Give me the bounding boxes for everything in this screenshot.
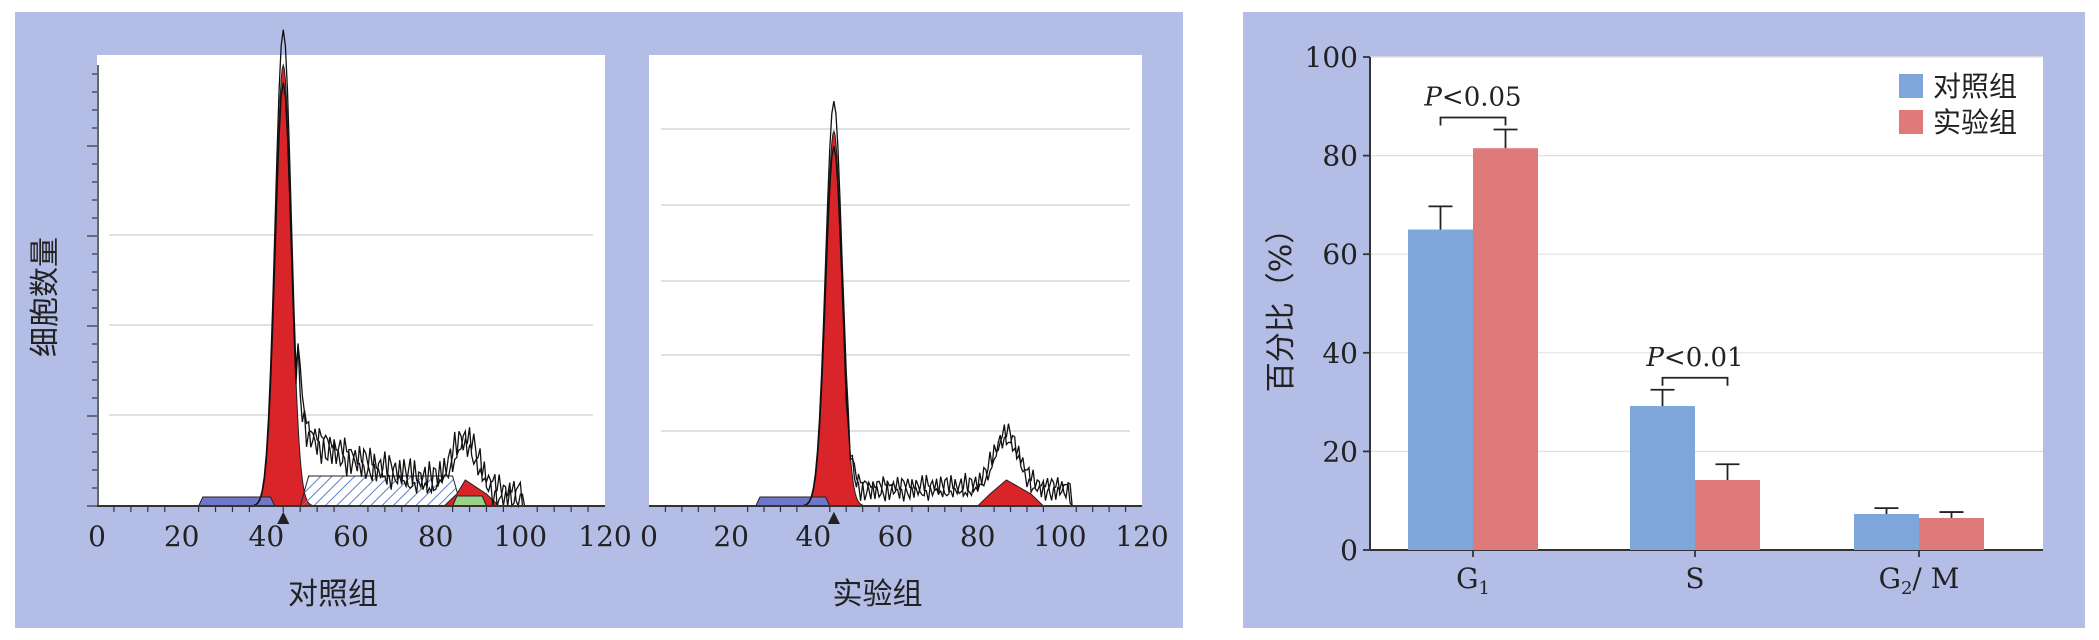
x-tick-label: 60 (878, 520, 914, 553)
panel-label: 对照组 (288, 577, 378, 612)
histogram-experiment: 0 20 40 60 80 100 120 ▲ 实验组 (640, 55, 1169, 612)
x-tick-label: 80 (960, 520, 996, 553)
bar-s-control (1630, 406, 1695, 550)
bar-g2m-experiment (1919, 517, 1984, 550)
legend-label: 实验组 (1933, 106, 2017, 139)
significance-bracket (1439, 116, 1507, 126)
g2-green-fill (451, 495, 488, 507)
bar-chart: 0 20 40 60 80 100 百分比（%） G1 S G2/ M P<0.05 P<0.01 对照… (1264, 41, 2043, 599)
debris-fill (197, 496, 276, 507)
x-tick-label: S (1685, 562, 1704, 595)
x-tick-label: 40 (249, 520, 285, 553)
legend-swatch (1899, 110, 1923, 134)
bar-g1-control (1408, 229, 1473, 551)
x-tick-label: 40 (796, 520, 832, 553)
y-tick-label: 0 (1340, 534, 1358, 567)
x-tick-label: G1 (1456, 562, 1490, 599)
peak-marker: ▲ (828, 507, 841, 526)
y-tick-label: 100 (1305, 41, 1358, 74)
x-tick-label: 20 (164, 520, 200, 553)
significance-label: P<0.05 (1423, 82, 1521, 112)
bar-g1-experiment (1473, 148, 1538, 550)
y-tick-label: 80 (1322, 140, 1358, 173)
bar-chart-panel: 0 20 40 60 80 100 百分比（%） G1 S G2/ M P<0.05 P<0.01 对照… (1243, 12, 2085, 628)
significance-bracket (1661, 376, 1729, 386)
bar-s-experiment (1695, 479, 1760, 550)
bar-g2m-control (1854, 514, 1919, 550)
peak-marker: ▲ (277, 507, 290, 526)
y-axis-label: 百分比（%） (1264, 214, 1299, 393)
x-tick-label: 20 (713, 520, 749, 553)
significance-label: P<0.01 (1645, 343, 1743, 373)
x-tick-label: 0 (88, 520, 106, 553)
histogram-y-label: 细胞数量 (28, 237, 63, 357)
x-tick-label: 120 (1115, 520, 1168, 553)
x-tick-label: 120 (578, 520, 631, 553)
histogram-figure: 细胞数量 0 20 40 60 80 100 120 ▲ 对照组 0 20 40 60 80 100 120 ▲… (28, 29, 1169, 612)
histogram-panel: 细胞数量 0 20 40 60 80 100 120 ▲ 对照组 0 20 40 60 80 100 120 ▲… (15, 12, 1183, 628)
x-tick-label: 80 (418, 520, 454, 553)
x-tick-label: G2/ M (1879, 562, 1960, 599)
histogram-control: 0 20 40 60 80 100 120 ▲ 对照组 (87, 29, 632, 612)
x-tick-label: 100 (1033, 520, 1086, 553)
histogram-trace (772, 101, 1101, 507)
x-tick-label: 100 (494, 520, 547, 553)
panel-label: 实验组 (833, 577, 923, 612)
legend-label: 对照组 (1933, 70, 2017, 103)
plot-area (97, 55, 605, 506)
legend-swatch (1899, 74, 1923, 98)
y-tick-label: 60 (1322, 238, 1358, 271)
y-tick-label: 20 (1322, 435, 1358, 468)
histogram-trace (772, 146, 1101, 507)
histogram-trace (224, 29, 563, 508)
debris-fill (755, 496, 831, 507)
x-tick-label: 60 (333, 520, 369, 553)
x-tick-label: 0 (640, 520, 658, 553)
y-tick-label: 40 (1322, 337, 1358, 370)
